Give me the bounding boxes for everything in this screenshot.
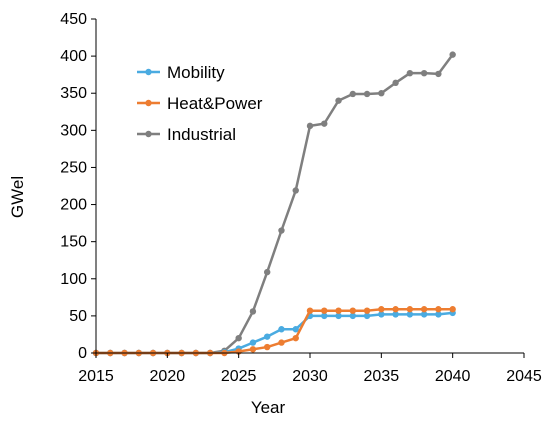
legend-item-industrial: Industrial	[137, 125, 236, 144]
data-point-industrial	[278, 227, 285, 234]
data-point-mobility	[435, 311, 442, 318]
data-point-mobility	[292, 326, 299, 333]
data-point-industrial	[449, 51, 456, 58]
legend-swatch-marker	[145, 68, 152, 76]
data-point-mobility	[278, 326, 285, 333]
legend-label: Heat&Power	[167, 94, 263, 113]
x-tick-label: 2025	[221, 368, 257, 385]
data-point-industrial	[249, 308, 257, 315]
y-tick-label: 400	[60, 48, 87, 65]
y-ticks: 0 50 100 150 200 250 300 350 400 450	[60, 11, 96, 362]
series-layer	[92, 51, 456, 357]
y-axis-title: GWel	[8, 176, 27, 218]
y-tick-label: 200	[60, 197, 87, 214]
data-point-mobility	[335, 312, 342, 320]
x-tick-label: 2015	[78, 368, 114, 385]
x-tick-label: 2020	[150, 368, 186, 385]
data-point-mobility	[378, 311, 385, 318]
data-point-heat-power	[292, 334, 299, 342]
data-point-heat-power	[406, 306, 414, 313]
legend-label: Industrial	[167, 125, 236, 144]
x-tick-label: 2030	[292, 368, 328, 385]
y-tick-label: 100	[60, 271, 87, 288]
x-ticks: 2015 2020 2025 2030 2035 2040 2045	[78, 353, 542, 385]
data-point-mobility	[349, 312, 356, 320]
data-point-heat-power	[378, 306, 385, 313]
legend-swatch-marker	[145, 130, 152, 138]
y-tick-label: 0	[78, 345, 87, 362]
series-industrial	[92, 51, 456, 357]
data-point-industrial	[306, 122, 314, 130]
data-point-industrial	[406, 69, 414, 77]
data-point-industrial	[235, 334, 242, 342]
y-tick-label: 300	[60, 122, 87, 139]
data-point-heat-power	[264, 343, 271, 351]
data-point-mobility	[420, 311, 428, 318]
data-point-mobility	[264, 333, 271, 340]
data-point-industrial	[363, 90, 371, 98]
data-point-heat-power	[435, 306, 442, 313]
data-point-industrial	[335, 97, 342, 104]
data-point-heat-power	[449, 306, 456, 313]
x-tick-label: 2035	[364, 368, 400, 385]
y-tick-label: 250	[60, 159, 87, 176]
data-point-industrial	[292, 187, 299, 194]
data-point-mobility	[363, 312, 371, 320]
data-point-heat-power	[363, 307, 371, 314]
data-point-industrial	[420, 69, 428, 77]
data-point-mobility	[249, 339, 257, 346]
data-point-industrial	[392, 79, 399, 87]
x-tick-label: 2040	[435, 368, 471, 385]
axes	[95, 19, 524, 354]
legend-item-heat-power: Heat&Power	[137, 94, 263, 113]
data-point-industrial	[321, 120, 328, 127]
legend-swatch-marker	[145, 99, 152, 107]
y-tick-label: 50	[69, 308, 87, 325]
series-line-heat-power	[96, 307, 453, 355]
data-point-heat-power	[420, 306, 428, 313]
data-point-mobility	[392, 311, 399, 318]
data-point-heat-power	[249, 346, 257, 353]
data-point-heat-power	[392, 306, 399, 313]
data-point-mobility	[321, 312, 328, 320]
data-point-industrial	[435, 70, 442, 78]
series-mobility	[92, 309, 456, 357]
data-point-industrial	[349, 90, 356, 98]
data-point-industrial	[264, 268, 271, 276]
legend: Mobility Heat&Power Industrial	[137, 63, 263, 144]
x-tick-label: 2045	[506, 368, 542, 385]
legend-item-mobility: Mobility	[137, 63, 225, 82]
y-tick-label: 450	[60, 11, 87, 28]
data-point-heat-power	[278, 339, 285, 346]
data-point-heat-power	[306, 307, 314, 314]
legend-label: Mobility	[167, 63, 225, 82]
data-point-heat-power	[349, 307, 356, 314]
y-tick-label: 350	[60, 85, 87, 102]
data-point-industrial	[378, 90, 385, 97]
data-point-mobility	[406, 311, 414, 318]
y-tick-label: 150	[60, 234, 87, 251]
x-axis-title: Year	[251, 398, 286, 417]
series-line-mobility	[96, 311, 453, 355]
data-point-heat-power	[321, 307, 328, 314]
data-point-heat-power	[335, 307, 342, 314]
